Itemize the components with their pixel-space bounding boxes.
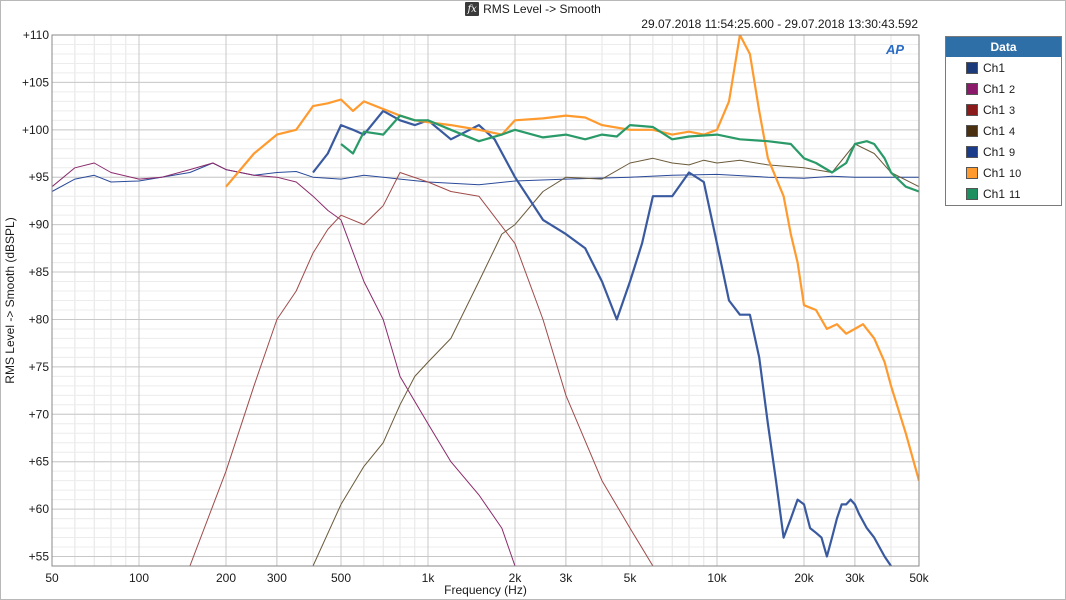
y-tick-label: +65: [29, 455, 50, 469]
legend-swatch: [966, 145, 978, 158]
x-tick-label: 2k: [509, 571, 523, 585]
x-tick-label: 30k: [845, 571, 865, 585]
y-tick-label: +100: [22, 123, 49, 137]
x-tick-label: 200: [216, 571, 236, 585]
x-tick-label: 300: [267, 571, 287, 585]
legend-label: Ch1: [983, 186, 1006, 201]
x-tick-label: 50: [45, 571, 59, 585]
y-tick-label: +105: [22, 75, 49, 89]
legend-swatch: [966, 82, 978, 95]
legend-item[interactable]: Ch1: [946, 57, 1061, 78]
legend-item[interactable]: Ch1 3: [946, 99, 1061, 120]
legend-label: Ch1: [983, 123, 1006, 138]
y-tick-label: +55: [29, 550, 50, 564]
x-tick-label: 1k: [422, 571, 436, 585]
y-tick-label: +70: [29, 407, 50, 421]
series-line: [189, 172, 654, 566]
x-axis-label: Frequency (Hz): [444, 583, 527, 597]
x-tick-label: 50k: [909, 571, 929, 585]
legend-label: Ch1: [983, 81, 1006, 96]
x-tick-label: 20k: [794, 571, 814, 585]
legend-swatch: [966, 166, 978, 179]
y-tick-label: +75: [29, 360, 50, 374]
legend-swatch: [966, 61, 978, 74]
legend-item[interactable]: Ch1 4: [946, 120, 1061, 141]
x-tick-label: 3k: [560, 571, 574, 585]
legend-swatch: [966, 103, 978, 116]
series-line: [52, 162, 919, 192]
legend[interactable]: Data Ch1 Ch1 2 Ch1 3 Ch1 4 Ch1 9 Ch1 10 Ch1 11: [945, 36, 1062, 206]
legend-item[interactable]: Ch1 11: [946, 183, 1061, 204]
y-tick-label: +60: [29, 502, 50, 516]
y-tick-label: +90: [29, 218, 50, 232]
series-line: [340, 114, 919, 193]
y-tick-label: +85: [29, 265, 50, 279]
function-icon[interactable]: fx: [465, 2, 480, 16]
y-tick-label: +110: [23, 28, 49, 42]
legend-number: 10: [1009, 167, 1022, 180]
x-tick-label: 100: [129, 571, 149, 585]
legend-item[interactable]: Ch1 2: [946, 78, 1061, 99]
legend-number: 4: [1009, 125, 1016, 138]
legend-label: Ch1: [983, 165, 1006, 180]
time-range: 29.07.2018 11:54:25.600 - 29.07.2018 13:…: [641, 17, 918, 31]
legend-item[interactable]: Ch1 10: [946, 162, 1061, 183]
plot-border: [51, 34, 920, 567]
legend-item[interactable]: Ch1 9: [946, 141, 1061, 162]
legend-title: Data: [946, 37, 1061, 57]
y-tick-label: +95: [29, 170, 50, 184]
legend-number: 2: [1009, 83, 1016, 96]
x-tick-label: 10k: [707, 571, 727, 585]
series-line: [312, 143, 919, 566]
series-line: [52, 162, 516, 566]
y-axis-label: RMS Level -> Smooth (dBSPL): [3, 217, 17, 383]
y-tick-label: +80: [29, 312, 50, 326]
legend-label: Ch1: [983, 102, 1006, 117]
legend-label: Ch1: [983, 144, 1006, 159]
x-tick-label: 500: [331, 571, 351, 585]
legend-swatch: [966, 187, 978, 200]
x-tick-label: 5k: [624, 571, 638, 585]
legend-number: 3: [1009, 104, 1016, 117]
legend-label: Ch1: [983, 60, 1006, 75]
legend-swatch: [966, 124, 978, 137]
legend-number: 9: [1009, 146, 1016, 159]
legend-number: 11: [1009, 188, 1021, 201]
chart-title: RMS Level -> Smooth: [483, 2, 601, 16]
title-bar: fx RMS Level -> Smooth: [0, 0, 1066, 18]
ap-logo: AP: [886, 42, 905, 57]
